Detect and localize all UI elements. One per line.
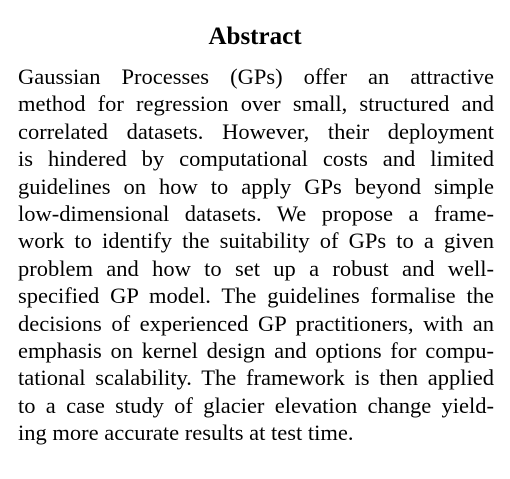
abstract-line: problem and how to set up a robust and w…	[18, 255, 494, 281]
abstract-line: is hindered by computational costs and l…	[18, 146, 494, 172]
abstract-line: guidelines on how to apply GPs beyond si…	[18, 173, 494, 199]
abstract-line: tational scalability. The framework is t…	[18, 365, 494, 391]
abstract-line: specified GP model. The guidelines forma…	[18, 283, 494, 309]
abstract-line: work to identify the suitability of GPs …	[18, 228, 494, 254]
abstract-line: low-dimensional datasets. We propose a f…	[18, 200, 494, 226]
abstract-line: Gaussian Processes (GPs) offer an attrac…	[18, 64, 494, 89]
abstract-line: to a case study of glacier elevation cha…	[18, 392, 494, 418]
abstract-body: Gaussian Processes (GPs) offer an attrac…	[18, 63, 494, 446]
abstract-line: emphasis on kernel design and options fo…	[18, 337, 494, 363]
abstract-line: method for regression over small, struct…	[18, 91, 494, 117]
abstract-line: decisions of experienced GP practitioner…	[18, 310, 494, 336]
abstract-line: ing more accurate results at test time.	[18, 420, 354, 446]
abstract-line: correlated datasets. However, their depl…	[18, 118, 494, 144]
abstract-heading: Abstract	[208, 23, 302, 50]
